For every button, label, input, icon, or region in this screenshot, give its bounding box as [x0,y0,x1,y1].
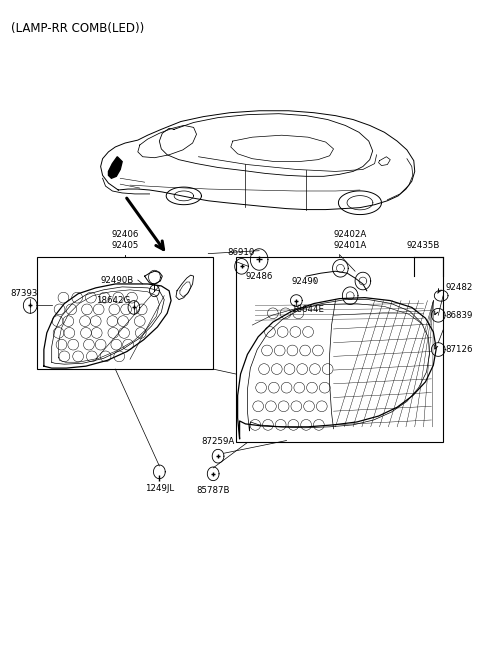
Text: 92406
92405: 92406 92405 [111,231,139,250]
Text: 92482: 92482 [445,284,472,292]
Text: 1249JL: 1249JL [145,483,174,493]
Bar [236,257,443,443]
Text: 18642G: 18642G [96,296,130,305]
Text: 87126: 87126 [445,345,473,354]
Text: 86839: 86839 [445,310,472,320]
Text: 92486: 92486 [245,272,273,281]
Text: 86910: 86910 [228,248,255,257]
Text: 87259A: 87259A [202,438,235,447]
Polygon shape [108,157,122,178]
Text: 85787B: 85787B [196,485,230,495]
Text: 92490: 92490 [291,278,319,286]
Bar [37,257,213,369]
Text: 92402A
92401A: 92402A 92401A [334,231,367,250]
Text: 92490B: 92490B [101,276,134,284]
Text: 18644E: 18644E [291,305,324,314]
Text: 87393: 87393 [11,290,38,298]
Text: 92435B: 92435B [407,240,440,250]
Text: (LAMP-RR COMB(LED)): (LAMP-RR COMB(LED)) [11,22,144,35]
